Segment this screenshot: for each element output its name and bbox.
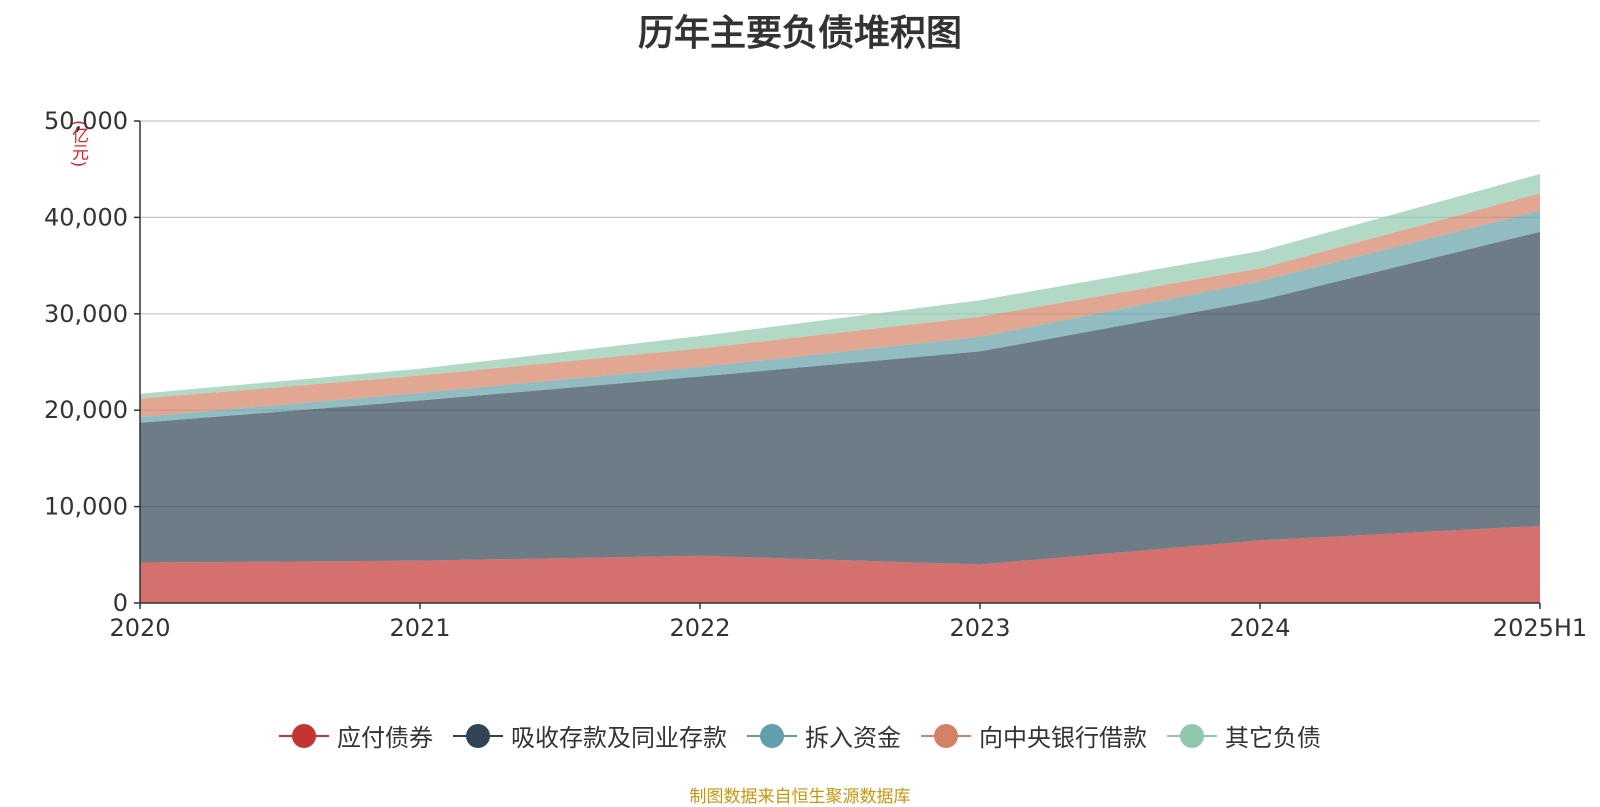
y-tick-label: 30,000: [44, 300, 128, 328]
y-tick-label: 20,000: [44, 396, 128, 424]
legend-item-5[interactable]: 其它负债: [1167, 718, 1321, 753]
legend-label: 向中央银行借款: [979, 724, 1147, 752]
y-tick-label: 0: [113, 589, 128, 617]
y-axis-unit-label: (亿元): [68, 120, 88, 168]
legend-label: 拆入资金: [805, 724, 901, 752]
area-series: [140, 174, 1540, 603]
legend-marker-icon: [279, 723, 329, 748]
legend-marker-icon: [921, 723, 971, 748]
x-tick-label: 2024: [1229, 614, 1290, 642]
area-series-4[interactable]: [140, 193, 1540, 417]
area-series-2[interactable]: [140, 231, 1540, 565]
legend-item-3[interactable]: 拆入资金: [747, 718, 901, 753]
legend-item-4[interactable]: 向中央银行借款: [921, 718, 1147, 753]
x-tick-label: 2023: [949, 614, 1010, 642]
x-tick-label: 2025H1: [1493, 614, 1587, 642]
legend-label: 吸收存款及同业存款: [511, 724, 727, 752]
legend-label: 应付债券: [337, 724, 433, 752]
x-tick-label: 2020: [109, 614, 170, 642]
stacked-area-chart: 0 10,000 20,000 30,000 40,000 50,000 2020 2021 2…: [44, 107, 1587, 642]
y-tick-label: 10,000: [44, 493, 128, 521]
x-tick-label: 2021: [389, 614, 450, 642]
axes: 0 10,000 20,000 30,000 40,000 50,000 2020 2021 2…: [44, 107, 1587, 642]
chart-legend: 应付债券 吸收存款及同业存款 拆入资金 向中央银行借款 其它负债: [0, 718, 1600, 753]
x-tick-label: 2022: [669, 614, 730, 642]
y-tick-label: 50,000: [44, 107, 128, 135]
legend-item-2[interactable]: 吸收存款及同业存款: [453, 718, 727, 753]
legend-marker-icon: [747, 723, 797, 748]
y-tick-label: 40,000: [44, 203, 128, 231]
legend-marker-icon: [453, 723, 503, 748]
legend-item-1[interactable]: 应付债券: [279, 718, 433, 753]
chart-title: 历年主要负债堆积图: [637, 13, 962, 54]
legend-marker-icon: [1167, 723, 1217, 748]
data-source-note: 制图数据来自恒生聚源数据库: [689, 787, 911, 807]
area-series-1[interactable]: [140, 525, 1540, 603]
legend-label: 其它负债: [1225, 724, 1321, 752]
